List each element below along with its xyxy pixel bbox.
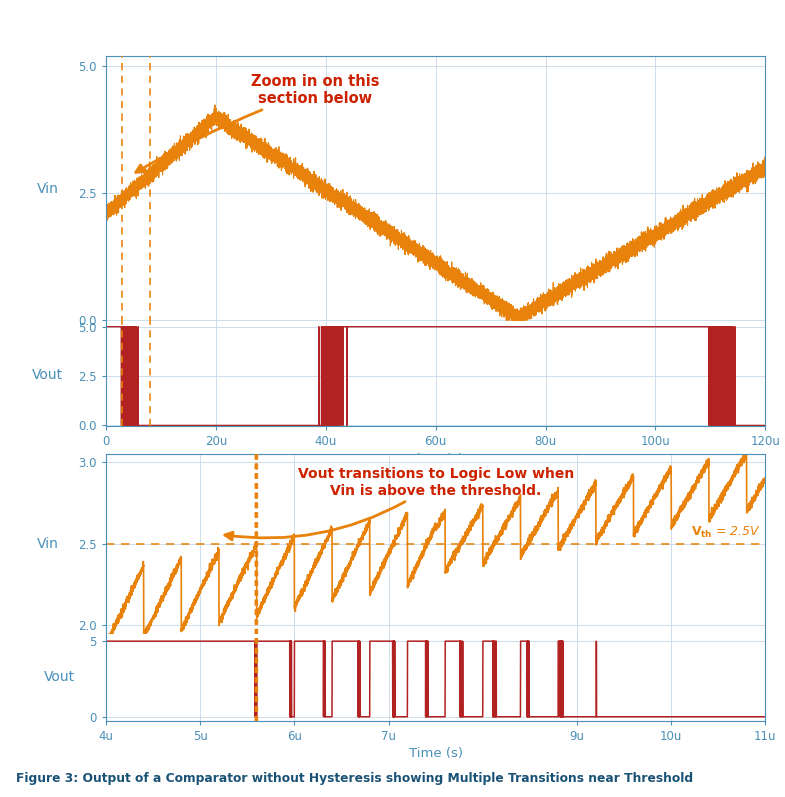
- Y-axis label: Vin: Vin: [37, 183, 59, 196]
- Text: Vout transitions to Logic Low when
Vin is above the threshold.: Vout transitions to Logic Low when Vin i…: [225, 467, 574, 540]
- X-axis label: Time (s): Time (s): [409, 748, 462, 760]
- X-axis label: Time (s): Time (s): [409, 453, 462, 465]
- Text: Figure 3: Output of a Comparator without Hysteresis showing Multiple Transitions: Figure 3: Output of a Comparator without…: [16, 772, 693, 785]
- Text: $\mathbf{V_{th}}$ = 2.5V: $\mathbf{V_{th}}$ = 2.5V: [691, 524, 761, 540]
- Y-axis label: Vin: Vin: [37, 537, 59, 551]
- Y-axis label: Vout: Vout: [43, 670, 75, 685]
- Y-axis label: Vout: Vout: [32, 367, 64, 382]
- Text: Zoom in on this
section below: Zoom in on this section below: [136, 73, 379, 172]
